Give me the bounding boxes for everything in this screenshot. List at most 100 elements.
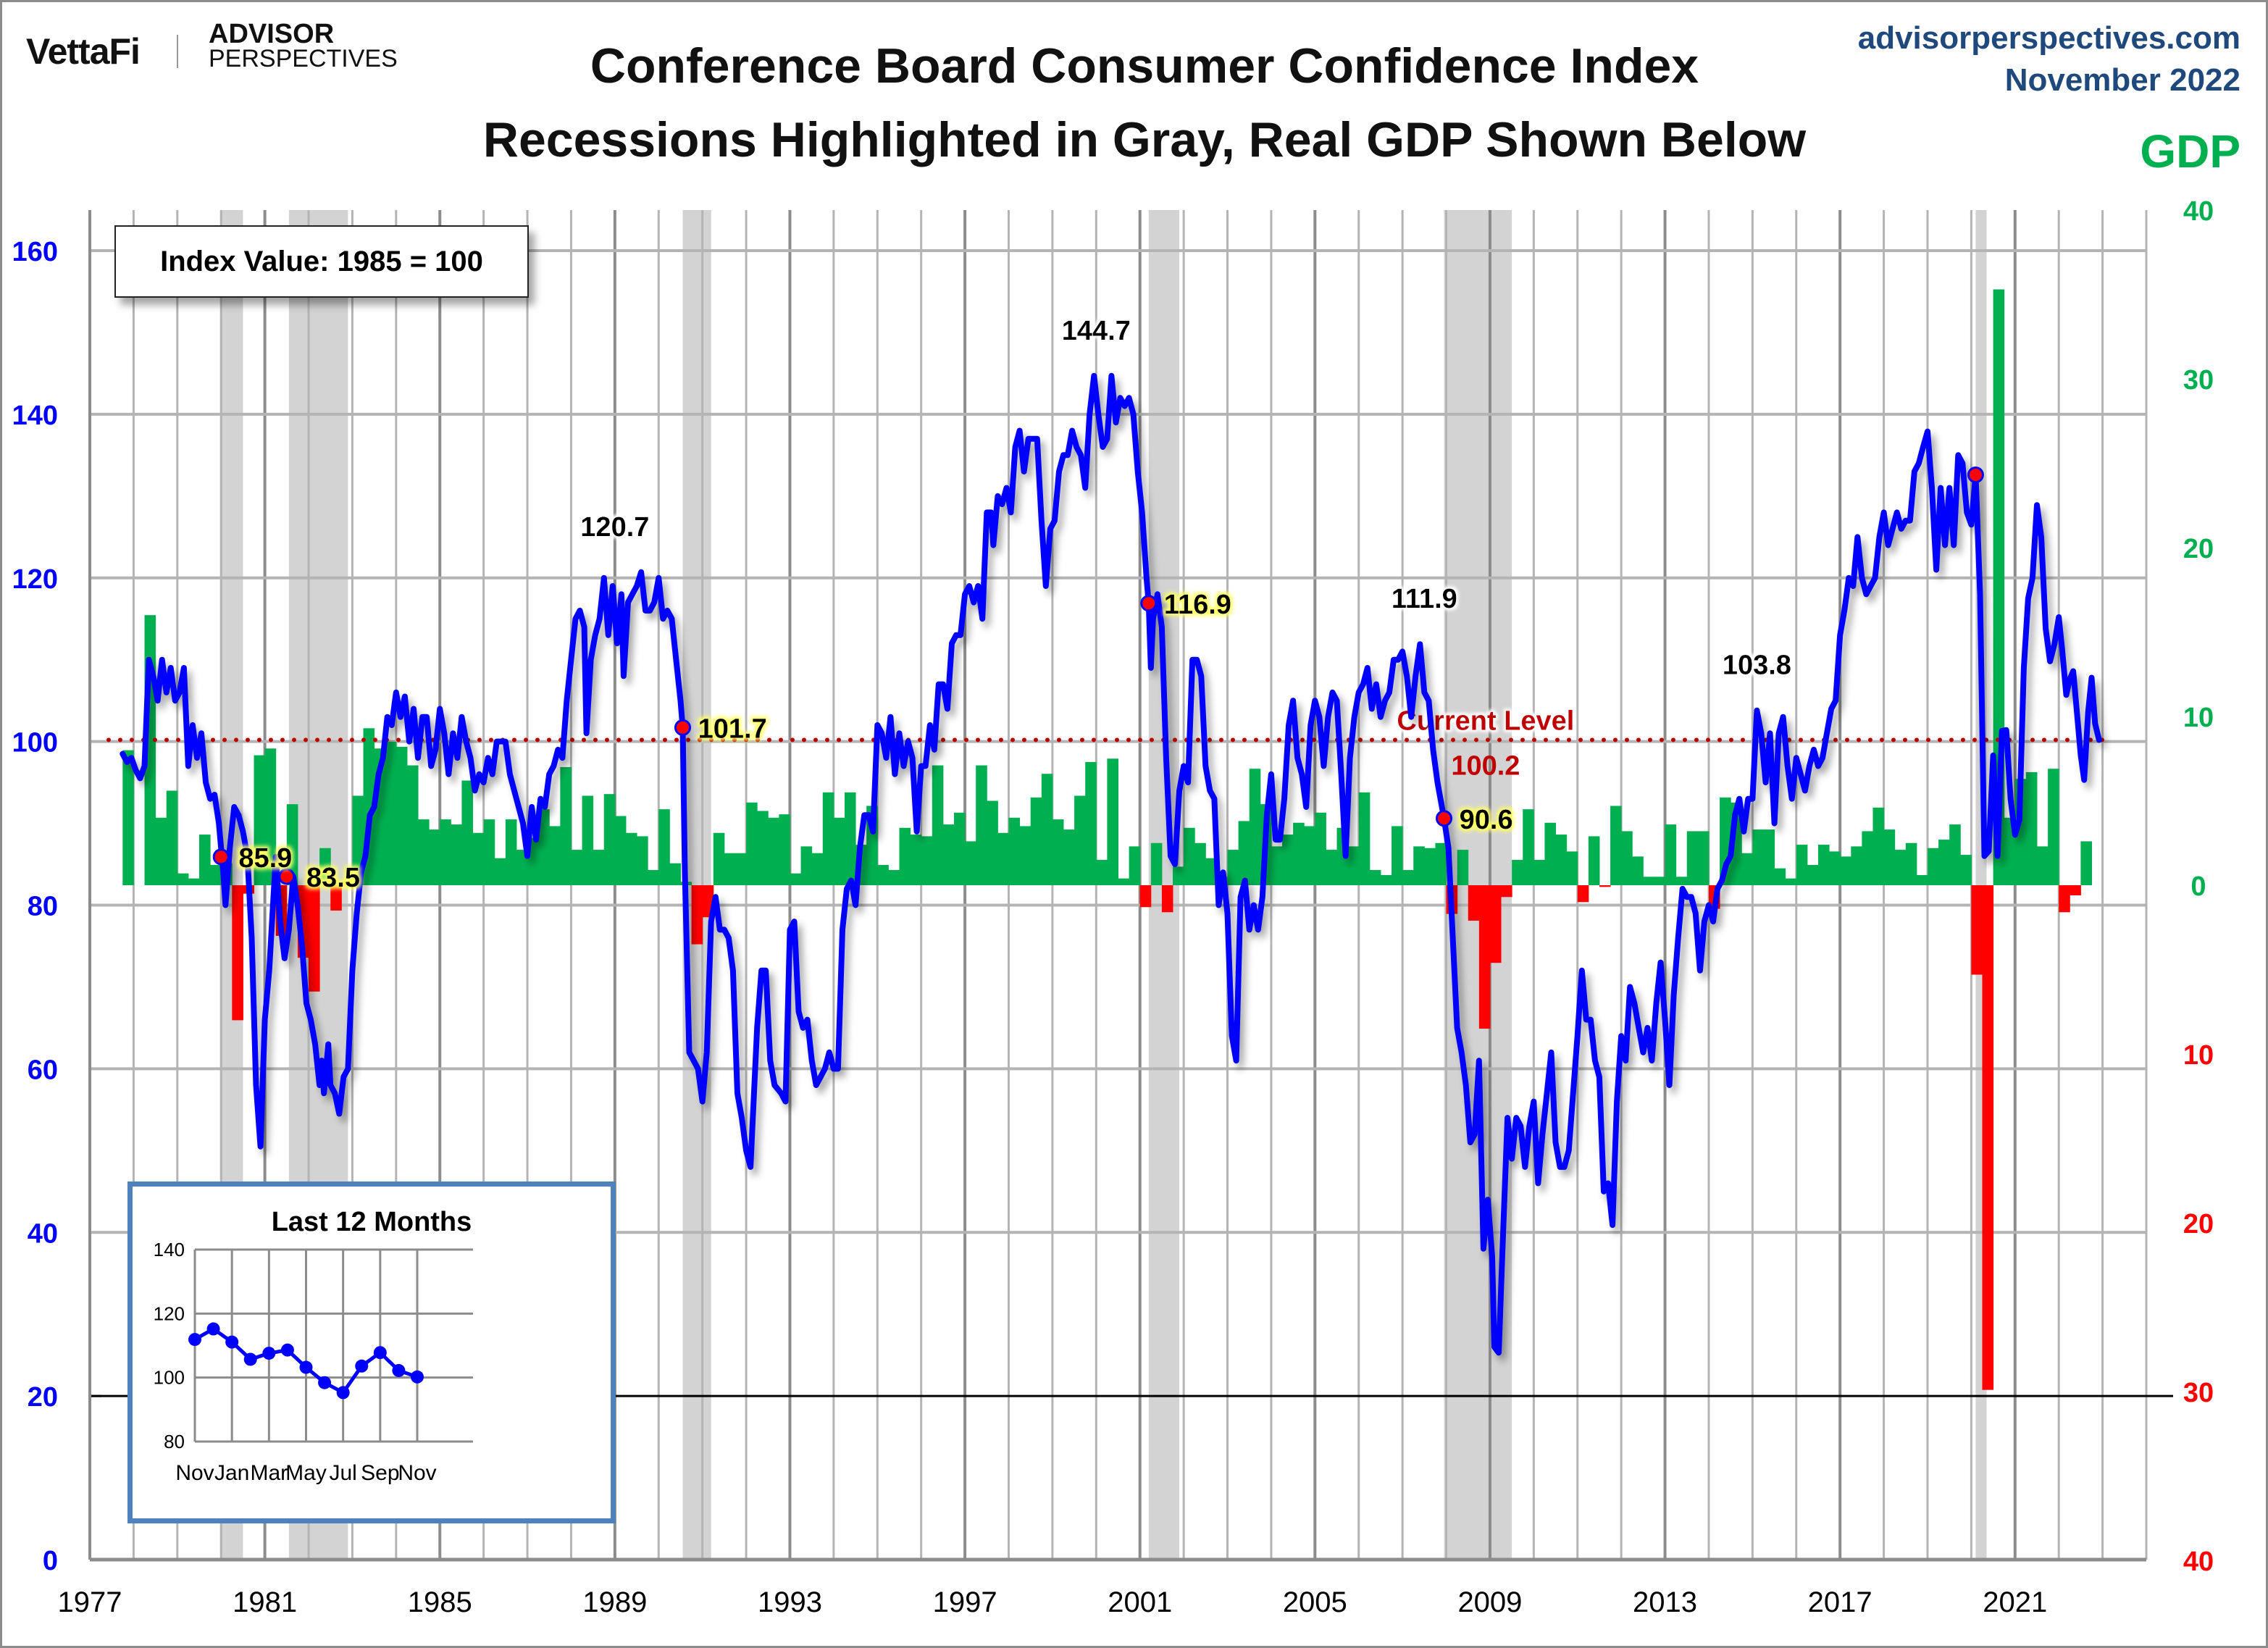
gdp-bar-positive (648, 870, 659, 885)
left-axis-tick-label: 20 (28, 1382, 58, 1413)
gdp-bar-positive (1960, 855, 1972, 885)
gdp-bar-negative (1501, 885, 1512, 898)
gdp-bar-positive (1785, 878, 1797, 885)
inset-point (188, 1333, 201, 1347)
gdp-bar-positive (1008, 817, 1021, 885)
gdp-bar-positive (1938, 840, 1950, 885)
peak-label: 120.7 (580, 512, 649, 543)
gdp-bar-positive (122, 750, 134, 885)
gdp-bar-positive (1380, 875, 1392, 885)
left-axis-tick-label: 80 (28, 892, 58, 922)
x-axis-tick-label: 2001 (1108, 1586, 1172, 1618)
inset-point (243, 1352, 257, 1366)
gdp-bar-positive (746, 802, 758, 885)
gdp-bar-positive (1840, 856, 1851, 885)
inset-point (392, 1363, 406, 1377)
inset-point (280, 1343, 294, 1357)
gdp-bar-positive (1227, 850, 1239, 885)
gdp-bar-positive (571, 850, 583, 885)
gdp-bar-positive (188, 878, 200, 885)
gdp-bar-positive (658, 809, 670, 885)
recession-start-label: 83.5 (306, 863, 360, 893)
gdp-bar-positive (177, 873, 189, 885)
gdp-bar-positive (1555, 835, 1568, 885)
current-level-label: Current Level (1397, 706, 1574, 736)
inset-y-tick-label: 80 (164, 1431, 185, 1452)
gdp-bar-positive (987, 800, 998, 885)
gdp-bar-positive (953, 812, 966, 885)
gdp-bar-positive (582, 795, 594, 885)
gdp-bar-positive (1872, 807, 1885, 885)
right-axis-tick-label: 40 (2183, 196, 2214, 227)
recession-start-label: 101.7 (698, 714, 767, 744)
x-axis-tick-label: 1997 (933, 1586, 997, 1618)
inset-point (299, 1360, 313, 1374)
gdp-bar-positive (1326, 850, 1338, 885)
peak-label: 103.8 (1723, 651, 1791, 681)
recession-band (1444, 210, 1512, 1560)
gdp-bar-positive (1610, 806, 1622, 885)
gdp-bar-positive (1424, 848, 1436, 885)
gdp-bar-positive (1096, 860, 1108, 885)
index-note: Index Value: 1985 = 100 (114, 225, 529, 298)
gdp-bar-negative (1982, 885, 1994, 1390)
gdp-bar-positive (614, 816, 627, 885)
gdp-bar-positive (1817, 845, 1830, 885)
gdp-bar-positive (1402, 870, 1414, 885)
gdp-bar-positive (1271, 846, 1283, 885)
gdp-bar-positive (406, 765, 419, 885)
gdp-bar-positive (724, 853, 736, 885)
logo-perspectives-text: PERSPECTIVES (209, 45, 398, 72)
current-level-value: 100.2 (1451, 750, 1520, 781)
x-axis-tick-label: 1989 (582, 1586, 647, 1618)
gdp-bar-positive (1741, 853, 1753, 885)
gdp-bar-positive (790, 873, 802, 885)
inset-title: Last 12 Months (271, 1207, 472, 1237)
gdp-bar-positive (1435, 842, 1447, 885)
gdp-bar-positive (1063, 829, 1075, 885)
recession-start-markers (212, 466, 1984, 885)
gdp-bar-negative (1971, 885, 1983, 975)
gdp-bar-negative (1478, 885, 1491, 1029)
gdp-bar-negative (1489, 885, 1502, 963)
logo-advisor-text: ADVISOR (209, 19, 335, 49)
gdp-bar-positive (341, 882, 353, 885)
gdp-bar-positive (1544, 822, 1557, 885)
gdp-bar-positive (2025, 771, 2038, 885)
gdp-bar-positive (1293, 822, 1305, 885)
recession-start-label: 90.6 (1460, 805, 1513, 835)
gdp-bar-positive (1763, 829, 1775, 885)
gdp-bar-positive (603, 794, 616, 885)
recession-start-label: 85.9 (238, 843, 292, 874)
gdp-bar-positive (1905, 842, 1917, 885)
inset-point (206, 1322, 220, 1336)
gdp-bar-positive (1249, 769, 1261, 885)
gdp-bar-positive (965, 841, 976, 885)
gdp-bar-negative (1599, 885, 1611, 887)
left-axis-tick-label: 40 (28, 1218, 58, 1249)
gdp-bar-negative (232, 885, 243, 1021)
gdp-bar-positive (1588, 836, 1600, 885)
recession-start-marker (278, 868, 296, 885)
gdp-bar-positive (1457, 850, 1469, 885)
inset-point (262, 1347, 276, 1360)
gdp-bar-positive (1927, 848, 1939, 885)
gdp-bar-positive (1566, 851, 1578, 885)
gdp-bar-negative (2070, 885, 2081, 895)
gdp-bar-positive (1074, 795, 1086, 885)
gdp-bar-positive (1392, 826, 1403, 885)
logo-divider (177, 35, 178, 68)
gdp-bar-positive (1829, 851, 1841, 885)
x-axis-tick-label: 1981 (233, 1586, 297, 1618)
gdp-bar-positive (1315, 812, 1326, 885)
inset-point (411, 1370, 424, 1384)
gdp-bar-positive (505, 819, 517, 885)
gdp-bar-positive (2048, 769, 2059, 885)
gdp-bar-positive (1413, 846, 1425, 885)
gdp-bar-negative (1468, 885, 1480, 921)
gdp-bar-positive (549, 826, 561, 885)
gdp-bar-positive (264, 748, 277, 885)
gdp-bar-positive (899, 827, 911, 885)
left-axis-tick-label: 140 (12, 401, 58, 431)
